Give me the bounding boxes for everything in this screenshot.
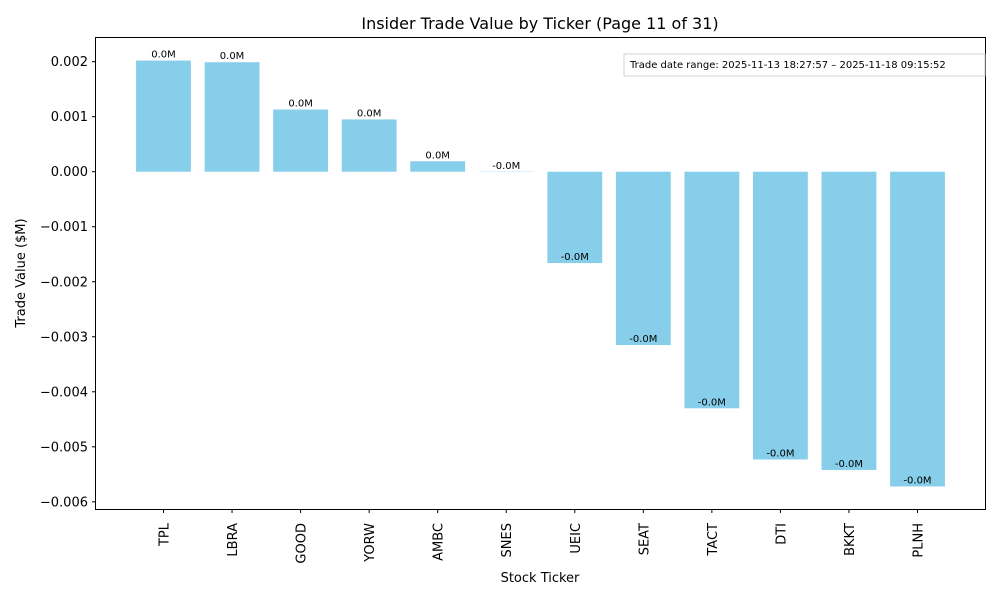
x-tick-label-plnh: PLNH <box>912 523 927 558</box>
bar-dti <box>752 171 808 460</box>
bar-ambc <box>410 161 466 172</box>
bar-seat <box>615 171 671 346</box>
y-tick-label: −0.001 <box>40 220 88 235</box>
x-tick-label-tact: TACT <box>706 523 721 557</box>
annotation-text: Trade date range: 2025-11-13 18:27:57 – … <box>629 60 946 71</box>
y-tick-label: −0.006 <box>40 495 88 510</box>
bar-tact <box>684 171 740 409</box>
data-label-dti: -0.0M <box>766 448 794 459</box>
data-label-lbra: 0.0M <box>220 51 245 62</box>
data-label-good: 0.0M <box>288 99 313 110</box>
bar-lbra <box>204 62 260 172</box>
data-label-ambc: 0.0M <box>425 150 450 161</box>
y-tick-label: −0.003 <box>40 330 88 345</box>
y-tick-label: 0.002 <box>51 55 88 70</box>
y-tick-label: −0.004 <box>40 385 88 400</box>
x-tick-label-snes: SNES <box>500 523 515 557</box>
chart-title: Insider Trade Value by Ticker (Page 11 o… <box>361 14 718 33</box>
bar-yorw <box>341 119 397 172</box>
bar-plnh <box>890 171 945 487</box>
data-label-bkkt: -0.0M <box>835 459 863 470</box>
y-tick-label: 0.000 <box>51 165 88 180</box>
bar-bkkt <box>821 171 877 470</box>
x-tick-label-dti: DTI <box>774 523 789 545</box>
x-tick-label-tpl: TPL <box>158 522 173 547</box>
y-axis-title: Trade Value ($M) <box>14 218 29 328</box>
bar-good <box>273 109 329 172</box>
x-tick-label-ambc: AMBC <box>432 523 447 561</box>
data-label-tpl: 0.0M <box>151 50 176 61</box>
x-axis-title: Stock Ticker <box>501 571 580 586</box>
x-tick-label-lbra: LBRA <box>226 523 241 557</box>
data-label-ueic: -0.0M <box>561 252 589 263</box>
date-range-annotation: Trade date range: 2025-11-13 18:27:57 – … <box>623 53 986 77</box>
x-tick-label-ueic: UEIC <box>569 523 584 554</box>
x-tick-label-good: GOOD <box>295 523 310 564</box>
data-label-plnh: -0.0M <box>903 475 931 486</box>
data-label-snes: -0.0M <box>492 161 520 172</box>
x-tick-label-seat: SEAT <box>637 523 652 555</box>
y-tick-label: −0.005 <box>40 440 88 455</box>
annotation-box <box>623 53 986 77</box>
x-tick-label-yorw: YORW <box>363 523 378 563</box>
bar-tpl <box>136 60 191 172</box>
data-label-yorw: 0.0M <box>357 108 382 119</box>
plot-area: 0.0M TPL 0.0M LBRA 0.0M GOOD 0.0M YORW 0.0M AMBC -… <box>40 50 945 564</box>
x-tick-label-bkkt: BKKT <box>843 523 858 556</box>
data-label-tact: -0.0M <box>698 397 726 408</box>
axes-frame <box>95 37 986 510</box>
bar-ueic <box>547 171 603 264</box>
y-tick-label: 0.001 <box>51 110 88 125</box>
data-label-seat: -0.0M <box>629 334 657 345</box>
y-tick-label: −0.002 <box>40 275 88 290</box>
